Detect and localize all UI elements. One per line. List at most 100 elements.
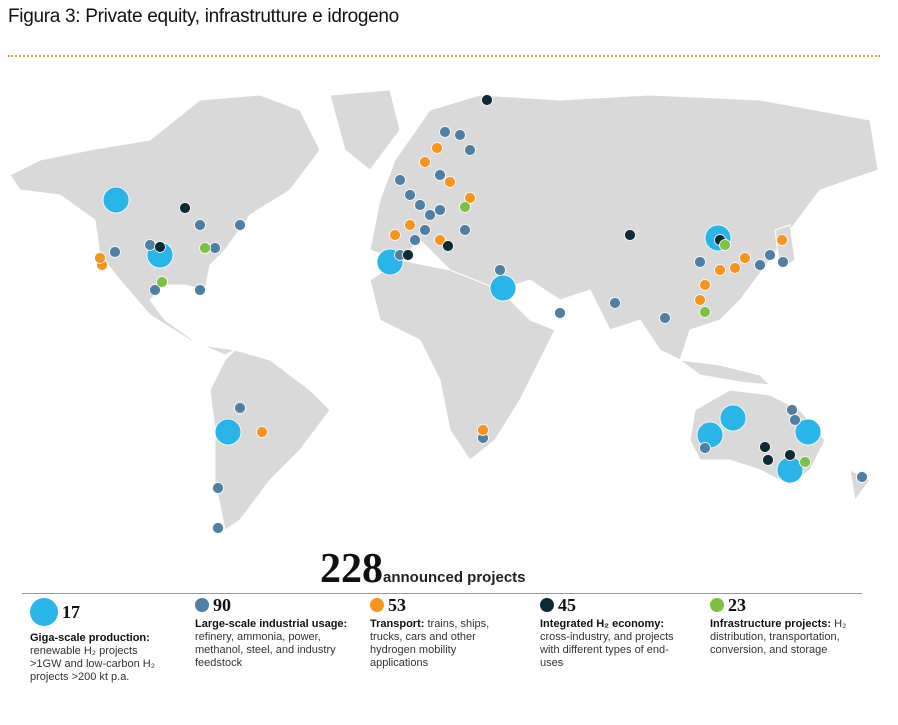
legend-symbol [540, 598, 554, 612]
project-pin [156, 276, 168, 288]
total-count: 228 [320, 546, 383, 592]
indonesia [678, 359, 772, 386]
legend-text: refinery, ammonia, power, methanol, stee… [195, 631, 336, 669]
divider [8, 55, 880, 57]
project-pin [477, 424, 489, 436]
legend-symbol [195, 598, 209, 612]
project-pin [762, 454, 774, 466]
project-pin [419, 224, 431, 236]
legend-item: 53 Transport: trains, ships, trucks, cars… [370, 596, 515, 670]
project-pin [149, 284, 161, 296]
greenland [329, 89, 401, 171]
project-pin [102, 186, 130, 214]
project-pin [94, 252, 106, 264]
project-pin [464, 144, 476, 156]
project-pin [459, 224, 471, 236]
project-pin [404, 189, 416, 201]
title: Figura 3: Private equity, infrastrutture… [8, 6, 399, 27]
project-pin [434, 169, 446, 181]
africa [369, 259, 556, 461]
project-pin [784, 449, 796, 461]
project-pin [394, 174, 406, 186]
project-pin [424, 209, 436, 221]
project-pin [694, 294, 706, 306]
legend-description: Giga-scale production: renewable H₂ proj… [30, 632, 170, 684]
project-pin [404, 219, 416, 231]
project-pin [554, 307, 566, 319]
world-map [9, 89, 879, 534]
project-pin [699, 442, 711, 454]
project-pin [481, 94, 493, 106]
project-pin [694, 256, 706, 268]
project-pin [464, 192, 476, 204]
project-pin [609, 297, 621, 309]
project-pin [431, 142, 443, 154]
north-america [9, 94, 321, 356]
project-pin [719, 404, 747, 432]
legend-count: 90 [213, 594, 231, 615]
legend-description: Integrated H₂ economy: cross-industry, a… [540, 618, 680, 670]
legend-item: 90 Large-scale industrial usage: refinery… [195, 594, 355, 670]
project-pin [214, 418, 242, 446]
project-pin [856, 471, 868, 483]
legend-heading: Large-scale industrial usage: [195, 618, 348, 630]
total: 228announced projects [320, 545, 526, 593]
project-pin [776, 234, 788, 246]
project-pin [409, 234, 421, 246]
project-pin [256, 426, 268, 438]
legend-count: 23 [728, 594, 746, 615]
project-pin [729, 262, 741, 274]
legend-heading: Giga-scale production: [30, 632, 150, 644]
legend-description: Transport: trains, ships, trucks, cars a… [370, 618, 515, 670]
legend-text: renewable H₂ projects >1GW and low-carbo… [30, 645, 156, 683]
legend-symbol [370, 598, 384, 612]
project-pin [764, 249, 776, 261]
legend-symbol [710, 598, 724, 612]
rule [22, 593, 862, 594]
project-pin [194, 219, 206, 231]
project-pin [444, 176, 456, 188]
legend-heading: Infrastructure projects: [710, 618, 832, 630]
legend-item: 23 Infrastructure projects: H₂ distributi… [710, 594, 850, 657]
project-pin [442, 240, 454, 252]
project-pin [212, 482, 224, 494]
legend-item: 45 Integrated H₂ economy: cross-industry,… [540, 594, 680, 670]
project-pin [754, 259, 766, 271]
legend-description: Infrastructure projects: H₂ distribution… [710, 618, 850, 657]
project-pin [789, 414, 801, 426]
legend-heading: Transport: [370, 618, 425, 630]
legend-description: Large-scale industrial usage: refinery, … [195, 618, 355, 670]
project-pin [109, 246, 121, 258]
legend-count: 17 [62, 601, 80, 622]
project-pin [454, 129, 466, 141]
project-pin [799, 456, 811, 468]
project-pin [439, 126, 451, 138]
project-pin [719, 239, 731, 251]
legend-heading: Integrated H₂ economy: [540, 618, 665, 630]
legend-text: H₂ distribution, transportation, convers… [710, 618, 847, 656]
project-pin [434, 234, 446, 246]
project-pin [714, 264, 726, 276]
project-pin [234, 219, 246, 231]
project-pin [489, 274, 517, 302]
project-pin [144, 239, 156, 251]
project-pin [212, 522, 224, 534]
project-pin [624, 229, 636, 241]
project-pin [199, 242, 211, 254]
legend-text: trains, ships, trucks, cars and other hy… [370, 618, 490, 669]
project-pin [777, 256, 789, 268]
project-pin [434, 204, 446, 216]
total-label: announced projects [383, 569, 526, 586]
legend-item: 17 Giga-scale production: renewable H₂ pr… [30, 598, 170, 684]
project-pin [786, 404, 798, 416]
project-pin [739, 252, 751, 264]
legend-count: 45 [558, 594, 576, 615]
legend-text: cross-industry, and projects with differ… [540, 631, 674, 669]
project-pin [494, 264, 506, 276]
project-pin [414, 199, 426, 211]
project-pin [459, 201, 471, 213]
project-pin [419, 156, 431, 168]
project-pin [194, 284, 206, 296]
project-pin [154, 241, 166, 253]
